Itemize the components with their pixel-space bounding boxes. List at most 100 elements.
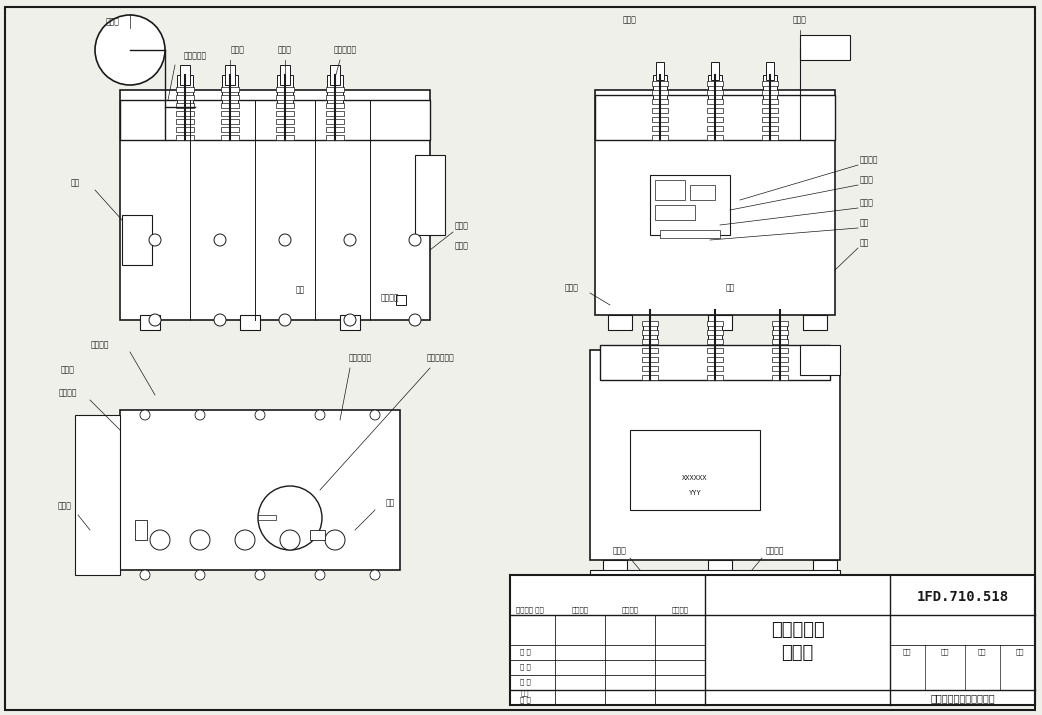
Bar — [330, 65, 340, 85]
Bar — [326, 119, 344, 124]
Bar — [653, 75, 667, 100]
Bar — [595, 90, 835, 315]
Text: 放油阀: 放油阀 — [613, 546, 627, 555]
Bar — [652, 135, 668, 140]
Bar — [800, 345, 840, 375]
Bar — [642, 375, 658, 380]
Bar — [711, 62, 719, 80]
Circle shape — [344, 234, 356, 246]
Bar — [762, 99, 778, 104]
Bar — [176, 111, 194, 116]
Bar — [652, 108, 668, 113]
Bar — [642, 330, 658, 335]
Bar — [708, 560, 731, 575]
Circle shape — [370, 410, 380, 420]
Bar — [762, 108, 778, 113]
Bar — [280, 65, 290, 85]
Bar — [763, 75, 777, 100]
Bar — [766, 62, 774, 80]
Bar — [600, 345, 830, 380]
Bar — [708, 99, 723, 104]
Text: YYY: YYY — [689, 490, 701, 496]
Bar — [276, 111, 294, 116]
Text: 温度计: 温度计 — [860, 175, 874, 184]
Circle shape — [235, 530, 255, 550]
Bar — [326, 111, 344, 116]
Text: 高压套管: 高压套管 — [91, 340, 109, 349]
Text: 接地螺栓: 接地螺栓 — [380, 293, 399, 302]
Circle shape — [150, 530, 170, 550]
Circle shape — [410, 234, 421, 246]
Bar — [652, 90, 668, 95]
Bar — [240, 315, 260, 330]
Text: 储油柜: 储油柜 — [623, 15, 637, 24]
Bar — [590, 350, 840, 560]
Bar — [221, 119, 239, 124]
Text: 油样阀门: 油样阀门 — [766, 546, 785, 555]
Text: 铭牌: 铭牌 — [860, 218, 869, 227]
Bar — [773, 323, 787, 345]
Bar — [708, 339, 723, 344]
Bar — [642, 366, 658, 371]
Bar — [603, 560, 627, 575]
Circle shape — [255, 410, 265, 420]
Bar — [708, 90, 723, 95]
Bar — [221, 135, 239, 140]
Text: 设 计: 设 计 — [520, 649, 530, 656]
Text: 接线柱: 接线柱 — [793, 15, 807, 24]
Text: 重量: 重量 — [977, 649, 986, 656]
Bar — [258, 515, 276, 520]
Bar — [221, 127, 239, 132]
Bar — [772, 366, 788, 371]
Text: 更改番号 数量: 更改番号 数量 — [516, 607, 544, 613]
Bar — [396, 295, 406, 305]
Text: 标批: 标批 — [521, 690, 529, 696]
Text: 油浸变压器: 油浸变压器 — [771, 621, 824, 639]
Circle shape — [214, 314, 226, 326]
Bar — [772, 339, 788, 344]
Bar — [326, 127, 344, 132]
Bar — [120, 410, 400, 570]
Bar — [180, 65, 190, 85]
Text: 有载分接开关: 有载分接开关 — [426, 353, 454, 362]
Circle shape — [95, 15, 165, 85]
Bar — [708, 323, 722, 345]
Bar — [708, 330, 723, 335]
Bar — [708, 135, 723, 140]
Bar — [642, 348, 658, 353]
Circle shape — [280, 530, 300, 550]
Bar — [140, 315, 160, 330]
Text: XXXXXX: XXXXXX — [683, 475, 708, 481]
Bar — [607, 315, 632, 330]
Circle shape — [279, 234, 291, 246]
Circle shape — [315, 570, 325, 580]
Circle shape — [195, 570, 205, 580]
Text: 低压管: 低压管 — [278, 45, 292, 54]
Bar — [327, 75, 343, 105]
Text: 油位计: 油位计 — [455, 241, 469, 250]
Bar — [276, 127, 294, 132]
Text: 审核: 审核 — [902, 649, 912, 656]
Text: 油箱: 油箱 — [386, 498, 395, 507]
Text: 压力释放阀: 压力释放阀 — [333, 45, 356, 54]
Bar — [660, 230, 720, 238]
Bar — [708, 366, 723, 371]
Bar — [800, 35, 850, 60]
Text: 铸散热: 铸散热 — [61, 365, 75, 374]
Text: 底座: 底座 — [295, 285, 304, 294]
Bar — [221, 87, 239, 92]
Bar — [690, 185, 715, 200]
Bar — [652, 81, 668, 86]
Text: 油枕: 油枕 — [860, 238, 869, 247]
Circle shape — [140, 570, 150, 580]
Bar — [642, 321, 658, 326]
Bar — [221, 103, 239, 108]
Bar — [652, 126, 668, 131]
Bar — [642, 339, 658, 344]
Bar — [655, 180, 685, 200]
Text: 铭牌: 铭牌 — [71, 178, 79, 187]
Bar — [326, 95, 344, 100]
Bar — [652, 117, 668, 122]
Circle shape — [149, 314, 162, 326]
Circle shape — [344, 314, 356, 326]
